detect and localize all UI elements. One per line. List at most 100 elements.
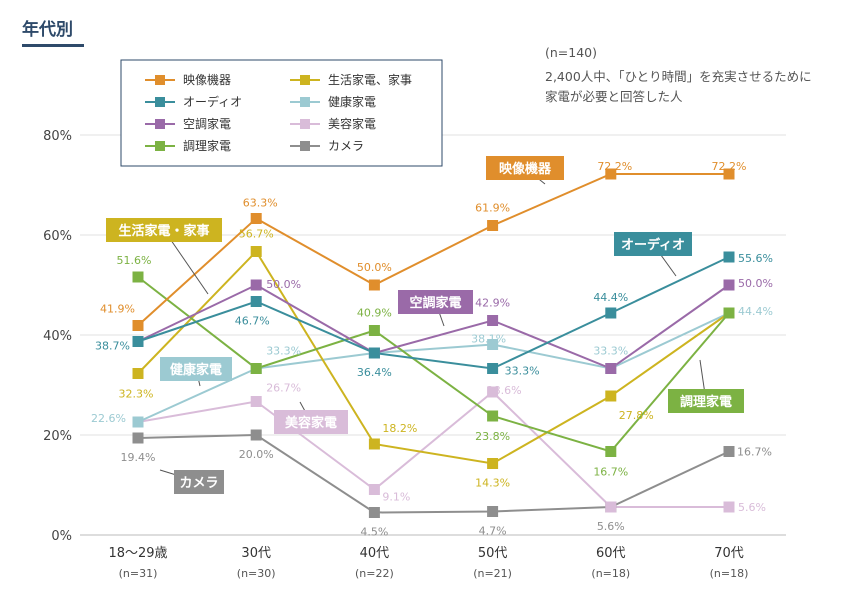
data-label-空調家電: 42.9% (475, 297, 510, 310)
point-marker-美容家電 (723, 501, 735, 513)
data-label-健康家電: 33.3% (593, 345, 628, 358)
data-label-生活家電-家事: 27.8% (619, 409, 654, 422)
data-label-オーディオ: 36.4% (357, 366, 392, 379)
legend-label: 映像機器 (183, 72, 231, 87)
data-label-オーディオ: 55.6% (738, 252, 773, 265)
legend-swatch-marker (300, 75, 310, 85)
legend-swatch-marker (155, 141, 165, 151)
point-marker-カメラ (250, 429, 262, 441)
data-label-美容家電: 5.6% (738, 501, 766, 514)
callout-label: 健康家電 (170, 362, 222, 378)
point-marker-空調家電 (487, 315, 499, 326)
point-marker-カメラ (723, 446, 735, 457)
x-tick-label: 18〜29歳 (108, 546, 167, 561)
data-label-空調家電: 50.0% (266, 278, 301, 291)
callout-label: カメラ (179, 476, 218, 491)
point-marker-美容家電 (250, 396, 262, 407)
data-label-オーディオ: 33.3% (505, 365, 540, 378)
y-tick-label: 80% (43, 129, 72, 144)
legend-item-生活家電-家事: 生活家電、家事 (290, 72, 412, 87)
y-tick-label: 60% (43, 229, 72, 244)
point-marker-調理家電 (250, 363, 262, 374)
callout-label: 生活家電・家事 (118, 223, 209, 239)
data-label-美容家電: 9.1% (382, 491, 410, 504)
callout-美容家電: 美容家電 (274, 401, 348, 434)
legend-label: 健康家電 (328, 94, 376, 109)
callout-box (614, 232, 692, 256)
data-label-美容家電: 28.6% (487, 384, 522, 397)
point-marker-調理家電 (605, 446, 617, 457)
callout-label: オーディオ (621, 237, 685, 253)
legend-swatch-marker (300, 141, 310, 151)
legend-box (120, 59, 443, 167)
y-axis: 0% 20% 40% 60% 80% (43, 129, 72, 544)
callout-label: 映像機器 (499, 161, 552, 177)
x-sample-size: (n=21) (473, 567, 512, 580)
x-axis: 18〜29歳 (n=31) 30代 (n=30) 40代 (n=22) 50代 (n=21) 6… (108, 546, 748, 580)
point-marker-オーディオ (368, 347, 380, 359)
legend-label: オーディオ (183, 94, 242, 109)
data-label-カメラ: 20.0% (239, 448, 274, 461)
x-sample-size: (n=31) (119, 567, 158, 580)
data-label-生活家電-家事: 56.7% (239, 228, 274, 241)
callout-box (274, 410, 348, 434)
legend-item-空調家電: 空調家電 (145, 116, 231, 131)
point-marker-調理家電 (487, 410, 499, 422)
callout-box (486, 156, 564, 180)
point-marker-オーディオ (723, 251, 735, 263)
legend-item-調理家電: 調理家電 (145, 138, 231, 153)
x-tick-label: 30代 (241, 546, 271, 561)
data-label-カメラ: 4.7% (479, 525, 507, 538)
legend-label: 空調家電 (183, 116, 231, 131)
x-sample-size: (n=18) (591, 567, 630, 580)
point-marker-生活家電-家事 (132, 368, 144, 379)
y-tick-label: 40% (43, 329, 72, 344)
point-marker-調理家電 (368, 325, 380, 336)
data-label-オーディオ: 38.7% (95, 340, 130, 353)
y-tick-label: 20% (43, 429, 72, 444)
callout-オーディオ: オーディオ (614, 232, 692, 277)
callout-映像機器: 映像機器 (486, 156, 564, 185)
legend-item-健康家電: 健康家電 (290, 94, 376, 109)
point-marker-カメラ (487, 506, 499, 517)
legend-label: カメラ (328, 139, 364, 153)
note-line-1: 2,400人中、「ひとり時間」を充実させるために (545, 69, 812, 84)
data-label-映像機器: 50.0% (357, 261, 392, 274)
point-marker-美容家電 (368, 484, 380, 495)
data-label-調理家電: 16.7% (593, 466, 628, 479)
callout-空調家電: 空調家電 (398, 290, 473, 327)
legend-label: 調理家電 (183, 138, 231, 153)
x-tick-label: 60代 (596, 546, 626, 561)
series-line-健康家電 (137, 312, 730, 423)
sample-size-note: (n=140) (545, 45, 597, 60)
point-marker-健康家電 (487, 339, 499, 350)
callout-健康家電: 健康家電 (160, 357, 232, 387)
data-label-生活家電-家事: 32.3% (119, 388, 154, 401)
data-label-映像機器: 72.2% (712, 160, 747, 173)
legend-swatch-marker (155, 75, 165, 85)
point-marker-映像機器 (605, 168, 617, 180)
x-tick-label: 70代 (714, 546, 744, 561)
callout-label: 美容家電 (285, 415, 337, 431)
data-label-映像機器: 41.9% (100, 303, 135, 316)
data-label-調理家電: 23.8% (475, 430, 510, 443)
data-label-空調家電: 50.0% (738, 277, 773, 290)
point-marker-映像機器 (132, 320, 144, 331)
legend-label: 美容家電 (328, 116, 376, 131)
callout-label: 調理家電 (680, 394, 732, 410)
data-label-カメラ: 5.6% (597, 520, 625, 533)
point-marker-調理家電 (132, 271, 144, 283)
point-marker-オーディオ (605, 307, 617, 319)
series-line-生活家電-家事 (137, 249, 730, 465)
data-label-カメラ: 16.7% (737, 446, 772, 459)
legend-swatch-marker (155, 119, 165, 129)
series-line-映像機器 (137, 173, 729, 327)
data-label-調理家電: 51.6% (117, 254, 152, 267)
data-label-カメラ: 4.5% (360, 526, 388, 539)
series-line-空調家電 (137, 283, 730, 370)
x-tick-label: 40代 (360, 546, 390, 561)
callout-label: 空調家電 (409, 295, 461, 311)
